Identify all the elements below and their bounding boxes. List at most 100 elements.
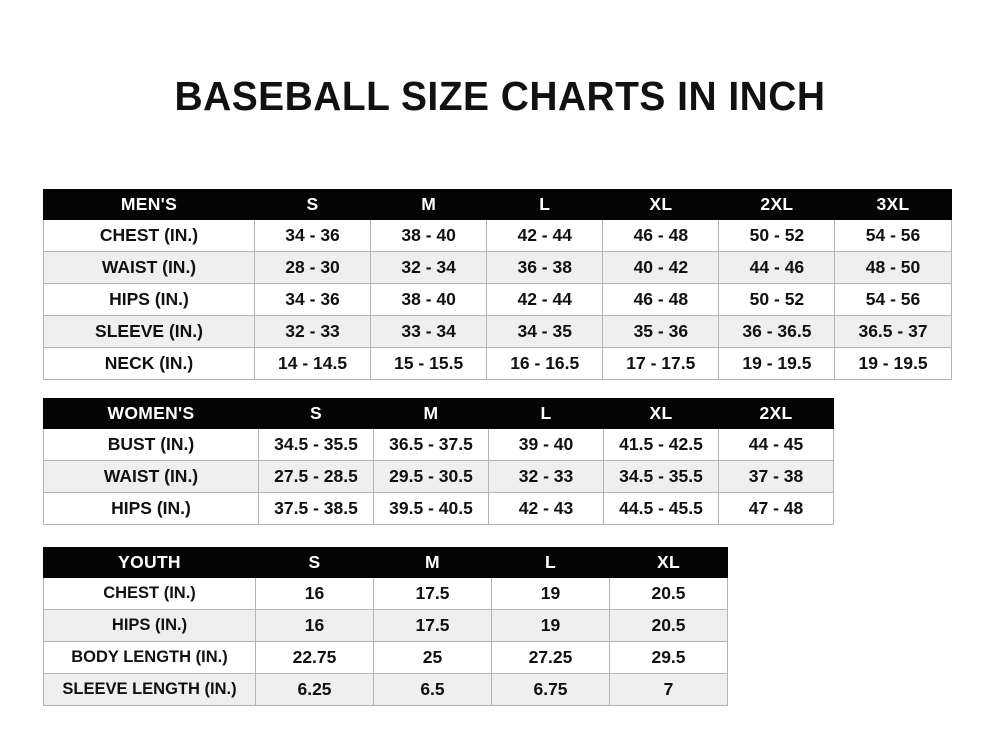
row-label-waist: WAIST (IN.): [43, 251, 255, 284]
cell-hips-s: 16: [255, 609, 374, 642]
column-header-s: S: [258, 398, 374, 429]
cell-sleeve-2xl: 36 - 36.5: [718, 315, 836, 348]
cell-hips-l: 42 - 44: [486, 283, 604, 316]
cell-neck-l: 16 - 16.5: [486, 347, 604, 380]
cell-waist-xl: 40 - 42: [602, 251, 720, 284]
cell-neck-xl: 17 - 17.5: [602, 347, 720, 380]
column-header-l: L: [488, 398, 604, 429]
column-header-s: S: [253, 189, 372, 220]
table-row: CHEST (IN.) 34 - 36 38 - 40 42 - 44 46 -…: [43, 219, 952, 252]
cell-sleeve-length-m: 6.5: [373, 673, 492, 706]
cell-bust-s: 34.5 - 35.5: [258, 428, 374, 461]
column-header-l: L: [486, 189, 604, 220]
table-row: SLEEVE (IN.) 32 - 33 33 - 34 34 - 35 35 …: [43, 315, 952, 348]
cell-waist-l: 32 - 33: [488, 460, 604, 493]
cell-chest-s: 34 - 36: [253, 219, 372, 252]
table-row: HIPS (IN.) 34 - 36 38 - 40 42 - 44 46 - …: [43, 283, 952, 316]
column-header-2xl: 2XL: [718, 189, 836, 220]
cell-neck-2xl: 19 - 19.5: [718, 347, 836, 380]
womens-size-table: WOMEN'S S M L XL 2XL BUST (IN.) 34.5 - 3…: [43, 398, 834, 525]
cell-chest-l: 19: [491, 577, 610, 610]
table-header-row: MEN'S S M L XL 2XL 3XL: [43, 189, 952, 220]
table-header-row: YOUTH S M L XL: [43, 547, 728, 578]
mens-size-table: MEN'S S M L XL 2XL 3XL CHEST (IN.) 34 - …: [43, 189, 952, 380]
column-header-s: S: [255, 547, 374, 578]
table-row: SLEEVE LENGTH (IN.) 6.25 6.5 6.75 7: [43, 673, 728, 706]
column-header-m: M: [373, 398, 489, 429]
column-header-category: WOMEN'S: [43, 398, 259, 429]
cell-sleeve-3xl: 36.5 - 37: [834, 315, 952, 348]
cell-waist-2xl: 37 - 38: [718, 460, 834, 493]
cell-bust-m: 36.5 - 37.5: [373, 428, 489, 461]
cell-waist-2xl: 44 - 46: [718, 251, 836, 284]
youth-size-table: YOUTH S M L XL CHEST (IN.) 16 17.5 19 20…: [43, 547, 728, 706]
table-row: HIPS (IN.) 37.5 - 38.5 39.5 - 40.5 42 - …: [43, 492, 834, 525]
cell-hips-2xl: 47 - 48: [718, 492, 834, 525]
cell-waist-m: 29.5 - 30.5: [373, 460, 489, 493]
cell-body-length-l: 27.25: [491, 641, 610, 674]
cell-waist-l: 36 - 38: [486, 251, 604, 284]
cell-hips-3xl: 54 - 56: [834, 283, 952, 316]
column-header-3xl: 3XL: [834, 189, 952, 220]
cell-neck-s: 14 - 14.5: [253, 347, 372, 380]
row-label-body-length: BODY LENGTH (IN.): [43, 641, 256, 674]
table-row: BUST (IN.) 34.5 - 35.5 36.5 - 37.5 39 - …: [43, 428, 834, 461]
row-label-hips: HIPS (IN.): [43, 609, 256, 642]
cell-body-length-xl: 29.5: [609, 641, 728, 674]
cell-chest-3xl: 54 - 56: [834, 219, 952, 252]
column-header-category: MEN'S: [43, 189, 255, 220]
cell-chest-l: 42 - 44: [486, 219, 604, 252]
column-header-2xl: 2XL: [718, 398, 834, 429]
cell-bust-xl: 41.5 - 42.5: [603, 428, 719, 461]
row-label-chest: CHEST (IN.): [43, 219, 255, 252]
cell-sleeve-xl: 35 - 36: [602, 315, 720, 348]
column-header-m: M: [370, 189, 488, 220]
column-header-xl: XL: [609, 547, 728, 578]
column-header-m: M: [373, 547, 492, 578]
row-label-sleeve-length: SLEEVE LENGTH (IN.): [43, 673, 256, 706]
cell-hips-m: 38 - 40: [370, 283, 488, 316]
cell-hips-l: 42 - 43: [488, 492, 604, 525]
cell-sleeve-m: 33 - 34: [370, 315, 488, 348]
cell-hips-s: 34 - 36: [253, 283, 372, 316]
cell-sleeve-l: 34 - 35: [486, 315, 604, 348]
table-row: WAIST (IN.) 27.5 - 28.5 29.5 - 30.5 32 -…: [43, 460, 834, 493]
cell-chest-m: 38 - 40: [370, 219, 488, 252]
cell-hips-2xl: 50 - 52: [718, 283, 836, 316]
column-header-l: L: [491, 547, 610, 578]
cell-sleeve-length-l: 6.75: [491, 673, 610, 706]
cell-chest-xl: 20.5: [609, 577, 728, 610]
table-row: CHEST (IN.) 16 17.5 19 20.5: [43, 577, 728, 610]
cell-waist-s: 27.5 - 28.5: [258, 460, 374, 493]
row-label-hips: HIPS (IN.): [43, 492, 259, 525]
cell-chest-xl: 46 - 48: [602, 219, 720, 252]
cell-waist-3xl: 48 - 50: [834, 251, 952, 284]
cell-waist-s: 28 - 30: [253, 251, 372, 284]
cell-hips-s: 37.5 - 38.5: [258, 492, 374, 525]
cell-bust-l: 39 - 40: [488, 428, 604, 461]
cell-hips-m: 39.5 - 40.5: [373, 492, 489, 525]
cell-chest-s: 16: [255, 577, 374, 610]
cell-sleeve-length-xl: 7: [609, 673, 728, 706]
column-header-xl: XL: [603, 398, 719, 429]
table-row: HIPS (IN.) 16 17.5 19 20.5: [43, 609, 728, 642]
table-header-row: WOMEN'S S M L XL 2XL: [43, 398, 834, 429]
row-label-waist: WAIST (IN.): [43, 460, 259, 493]
row-label-neck: NECK (IN.): [43, 347, 255, 380]
cell-hips-xl: 46 - 48: [602, 283, 720, 316]
cell-body-length-m: 25: [373, 641, 492, 674]
row-label-hips: HIPS (IN.): [43, 283, 255, 316]
cell-chest-2xl: 50 - 52: [718, 219, 836, 252]
cell-chest-m: 17.5: [373, 577, 492, 610]
cell-hips-xl: 20.5: [609, 609, 728, 642]
table-row: NECK (IN.) 14 - 14.5 15 - 15.5 16 - 16.5…: [43, 347, 952, 380]
cell-waist-xl: 34.5 - 35.5: [603, 460, 719, 493]
row-label-sleeve: SLEEVE (IN.): [43, 315, 255, 348]
column-header-xl: XL: [602, 189, 720, 220]
cell-hips-xl: 44.5 - 45.5: [603, 492, 719, 525]
table-row: WAIST (IN.) 28 - 30 32 - 34 36 - 38 40 -…: [43, 251, 952, 284]
cell-waist-m: 32 - 34: [370, 251, 488, 284]
cell-hips-l: 19: [491, 609, 610, 642]
cell-neck-m: 15 - 15.5: [370, 347, 488, 380]
